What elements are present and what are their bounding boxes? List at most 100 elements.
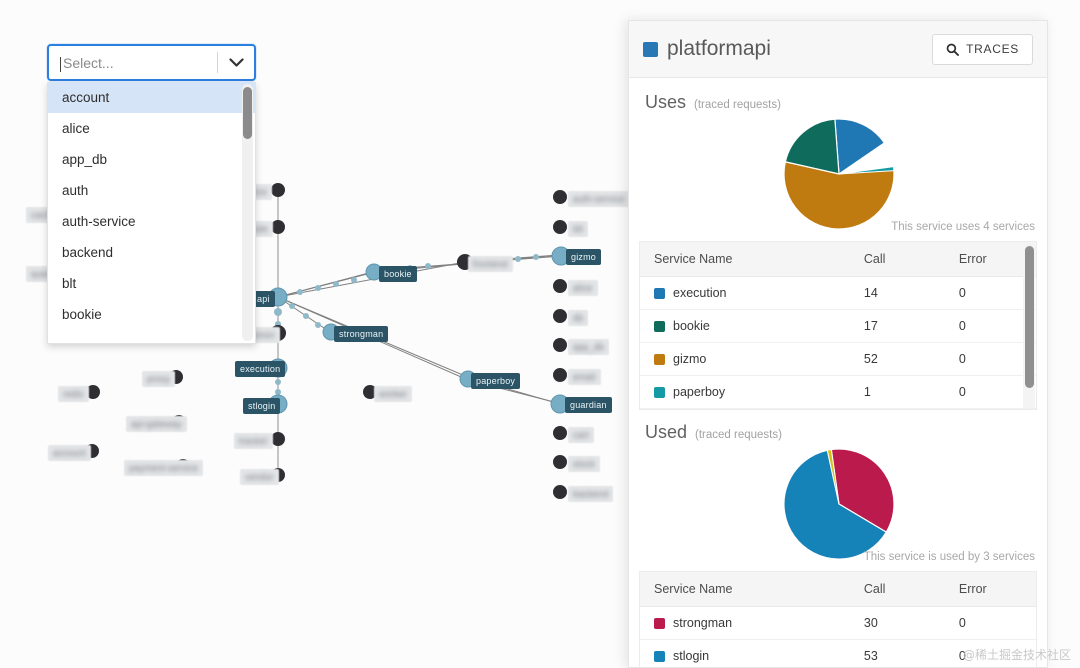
uses-col-call: Call	[849, 242, 945, 277]
panel-header: platformapi TRACES	[629, 21, 1047, 78]
page-title: platformapi	[667, 37, 771, 60]
cell-call: 17	[849, 309, 945, 343]
graph-node-label-strongman[interactable]: strongman	[334, 326, 389, 342]
select-option-app_db[interactable]: app_db	[62, 152, 108, 167]
used-chart-row: This service is used by 3 services	[629, 443, 1047, 565]
service-color-dot	[654, 287, 665, 299]
cell-service-name: strongman	[640, 606, 850, 640]
select-options-menu[interactable]: account alice app_db auth auth-service b…	[47, 82, 256, 344]
cell-error: 0	[944, 309, 1036, 343]
uses-table-wrapper: Service Name Call Error execution 14 0 book…	[639, 241, 1037, 410]
cell-call: 52	[849, 342, 945, 376]
menu-scrollbar-track[interactable]	[242, 84, 253, 341]
cell-call: 1	[849, 375, 945, 409]
chevron-down-icon[interactable]	[218, 58, 254, 67]
service-color-dot	[654, 386, 665, 398]
table-row[interactable]: execution 14 0	[640, 276, 1036, 310]
cell-service-name: paperboy	[640, 375, 850, 409]
graph-node-label-dim[interactable]: auth-service	[568, 191, 630, 207]
uses-col-service-name: Service Name	[640, 242, 850, 277]
pie-slice-bookie[interactable]	[782, 118, 840, 178]
graph-node-label-guardian[interactable]: guardian	[565, 397, 612, 413]
graph-node-label-dim[interactable]: app_db	[568, 339, 610, 355]
service-name-text: gizmo	[673, 352, 707, 366]
cell-call: 53	[849, 639, 945, 667]
cell-service-name: bookie	[640, 309, 850, 343]
graph-node-label-dim[interactable]: blt	[568, 221, 589, 237]
graph-node-label-dim[interactable]: redis	[58, 386, 89, 402]
cell-error: 0	[944, 342, 1036, 376]
cell-service-name: stlogin	[640, 639, 850, 667]
graph-node-label-dim[interactable]: vendor	[240, 469, 279, 485]
select-option-blt[interactable]: blt	[62, 276, 77, 291]
used-caption: This service is used by 3 services	[863, 551, 1035, 563]
pie-slice-other[interactable]	[826, 448, 840, 505]
graph-node-label-dim[interactable]: alice	[568, 280, 598, 296]
used-title: Used	[645, 422, 688, 442]
select-option-bookie[interactable]: bookie	[62, 307, 102, 322]
uses-scrollbar-thumb[interactable]	[1025, 246, 1034, 388]
service-color-dot	[654, 617, 665, 629]
used-table-wrapper: Service Name Call Error strongman 30 0 stlo…	[639, 571, 1037, 667]
uses-table-header-row: Service Name Call Error	[640, 242, 1036, 277]
cell-service-name: gizmo	[640, 342, 850, 376]
service-name-text: bookie	[673, 319, 710, 333]
select-option-backend[interactable]: backend	[62, 245, 114, 260]
pie-slice-strongman[interactable]	[830, 445, 898, 538]
graph-node-label-dim[interactable]: payment-service	[124, 460, 204, 476]
graph-node-label-dim[interactable]: stock	[568, 456, 601, 472]
uses-table: Service Name Call Error execution 14 0 book…	[640, 242, 1036, 409]
cell-error: 0	[944, 375, 1036, 409]
select-control[interactable]: Select...	[47, 44, 256, 81]
graph-node-label-platformapi[interactable]: api	[252, 291, 275, 307]
pie-slice-stlogin[interactable]	[780, 445, 889, 563]
cell-error: 0	[944, 639, 1036, 667]
select-option-auth[interactable]: auth	[62, 183, 89, 198]
select-option-alice[interactable]: alice	[62, 121, 90, 136]
used-section-header: Used (traced requests)	[629, 410, 1047, 443]
pie-slice-paperboy[interactable]	[838, 166, 895, 175]
graph-node-label-dim[interactable]: proxy	[142, 371, 176, 387]
graph-node-label-execution[interactable]: execution	[235, 361, 286, 377]
table-row[interactable]: bookie 17 0	[640, 309, 1036, 343]
service-color-dot	[654, 320, 665, 332]
graph-node-label-paperboy[interactable]: paperboy	[471, 373, 521, 389]
graph-node-label-dim[interactable]: backend	[568, 486, 614, 502]
select-placeholder[interactable]: Select...	[49, 55, 217, 72]
service-color-swatch	[643, 41, 658, 57]
pie-slice-gizmo[interactable]	[783, 154, 898, 233]
pie-slice-execution[interactable]	[834, 116, 887, 176]
used-subtitle: (traced requests)	[695, 429, 782, 441]
graph-node-label-dim[interactable]: account	[48, 445, 91, 461]
graph-node-label-stlogin[interactable]: stlogin	[243, 398, 281, 414]
graph-node-label-gizmo[interactable]: gizmo	[566, 249, 602, 265]
table-row[interactable]: strongman 30 0	[640, 606, 1036, 640]
table-row[interactable]: paperboy 1 0	[640, 375, 1036, 409]
cell-call: 14	[849, 276, 945, 310]
select-separator	[217, 52, 218, 73]
used-col-service-name: Service Name	[640, 572, 850, 607]
used-table-header-row: Service Name Call Error	[640, 572, 1036, 607]
menu-scrollbar-thumb[interactable]	[243, 87, 252, 139]
graph-node-label-bookie[interactable]: bookie	[379, 266, 417, 282]
graph-node-label-dim[interactable]: db	[568, 310, 589, 326]
uses-section-header: Uses (traced requests)	[629, 78, 1047, 113]
cell-error: 0	[944, 276, 1036, 310]
uses-pie-chart[interactable]	[780, 115, 898, 238]
service-select[interactable]: Select... account alice app_db auth auth…	[47, 44, 256, 344]
select-option-account[interactable]: account	[48, 82, 255, 113]
cell-service-name: execution	[640, 276, 850, 310]
graph-node-label-dim[interactable]: email	[568, 369, 601, 385]
table-row[interactable]: stlogin 53 0	[640, 639, 1036, 667]
graph-node-label-dim[interactable]: frontend	[468, 256, 513, 272]
graph-node-label-dim[interactable]: cart	[568, 427, 594, 443]
uses-subtitle: (traced requests)	[694, 99, 781, 111]
table-row[interactable]: gizmo 52 0	[640, 342, 1036, 376]
select-option-auth-service[interactable]: auth-service	[62, 214, 136, 229]
used-pie-chart[interactable]	[780, 445, 898, 568]
graph-node-label-dim[interactable]: tracker	[234, 433, 273, 449]
graph-node-label-dim[interactable]: api-gateway	[126, 416, 187, 432]
traces-button[interactable]: TRACES	[932, 33, 1033, 65]
graph-node-label-dim[interactable]: worker	[374, 386, 413, 402]
